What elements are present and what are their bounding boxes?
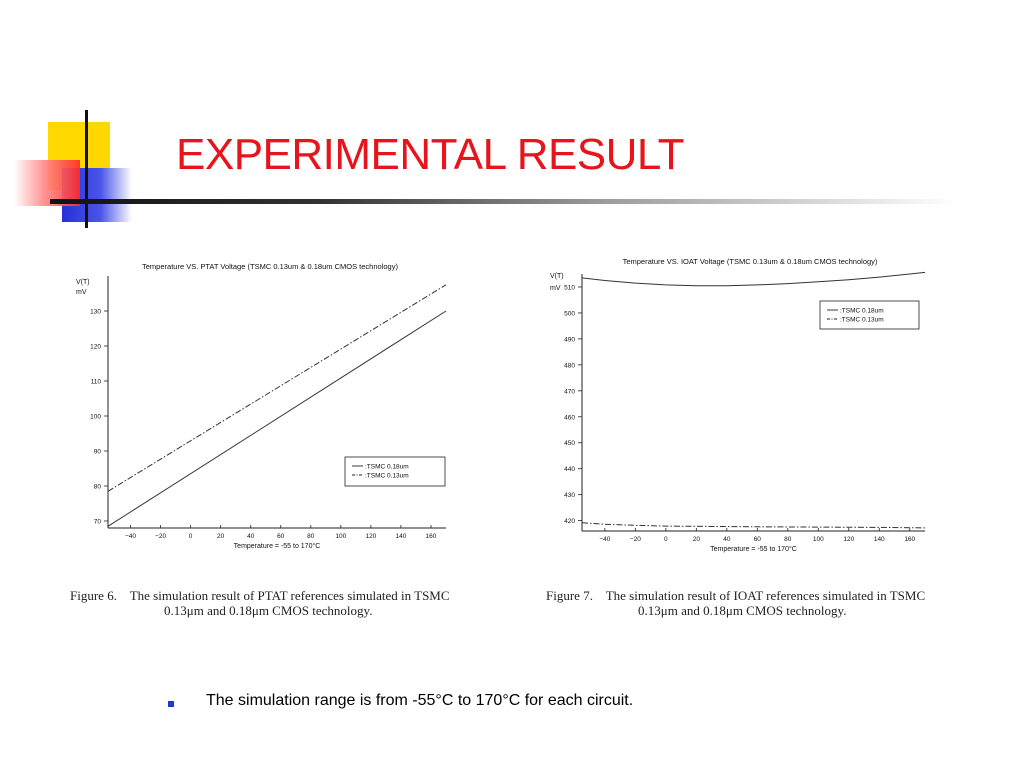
x-tick-label: 40 bbox=[247, 533, 255, 540]
x-tick-label: 0 bbox=[189, 533, 193, 540]
y-tick-label: 120 bbox=[90, 344, 101, 351]
x-tick-label: 20 bbox=[217, 533, 225, 540]
decor-vertical-line bbox=[85, 110, 88, 228]
y-tick-label: 430 bbox=[564, 492, 575, 499]
y-tick-label: 510 bbox=[564, 284, 575, 291]
x-tick-label: 120 bbox=[843, 536, 854, 543]
x-axis-label: Temperature = -55 to 170°C bbox=[710, 545, 797, 553]
y-axis-unit: mV bbox=[550, 285, 561, 292]
y-tick-label: 480 bbox=[564, 362, 575, 369]
ioat-chart: Temperature VS. IOAT Voltage (TSMC 0.13u… bbox=[550, 257, 926, 553]
x-axis-label: Temperature = -55 to 170°C bbox=[234, 542, 321, 550]
y-tick-label: 130 bbox=[90, 309, 101, 316]
series-tsmc-013-line bbox=[107, 284, 447, 492]
y-tick-label: 80 bbox=[94, 484, 102, 491]
title-underline bbox=[50, 199, 960, 204]
figure-6-text-line1: The simulation result of PTAT references… bbox=[129, 588, 450, 603]
series-tsmc-013-line bbox=[581, 522, 926, 529]
x-tick-label: 140 bbox=[396, 533, 407, 540]
x-tick-label: 160 bbox=[904, 536, 915, 543]
x-tick-label: 40 bbox=[723, 536, 731, 543]
y-tick-label: 90 bbox=[94, 449, 102, 456]
y-tick-label: 470 bbox=[564, 388, 575, 395]
y-tick-label: 450 bbox=[564, 440, 575, 447]
y-tick-label: 500 bbox=[564, 310, 575, 317]
x-tick-label: 0 bbox=[664, 536, 668, 543]
y-tick-label: 100 bbox=[90, 414, 101, 421]
figure-7-text-line2: 0.13μm and 0.18μm CMOS technology. bbox=[638, 603, 847, 618]
series-tsmc-018-line bbox=[107, 310, 447, 527]
x-tick-label: 100 bbox=[335, 533, 346, 540]
y-axis-unit: mV bbox=[76, 289, 87, 296]
legend-label: :TSMC 0.13um bbox=[365, 473, 409, 480]
chart-title: Temperature VS. IOAT Voltage (TSMC 0.13u… bbox=[623, 257, 878, 266]
ptat-chart: Temperature VS. PTAT Voltage (TSMC 0.13u… bbox=[76, 262, 447, 550]
bullet-text: The simulation range is from -55°C to 17… bbox=[206, 692, 634, 709]
x-tick-label: 60 bbox=[277, 533, 285, 540]
legend-box bbox=[344, 456, 446, 487]
x-tick-label: −20 bbox=[630, 536, 641, 543]
figure-7-caption: Figure 7. The simulation result of IOAT … bbox=[546, 588, 986, 618]
x-tick-label: −20 bbox=[155, 533, 166, 540]
x-tick-label: 80 bbox=[307, 533, 315, 540]
y-tick-label: 420 bbox=[564, 518, 575, 525]
x-tick-label: 80 bbox=[784, 536, 792, 543]
x-tick-label: −40 bbox=[125, 533, 136, 540]
x-tick-label: −40 bbox=[599, 536, 610, 543]
x-tick-label: 160 bbox=[426, 533, 437, 540]
bullet-marker bbox=[168, 701, 174, 707]
y-axis-label: V(T) bbox=[550, 273, 564, 280]
chart-title: Temperature VS. PTAT Voltage (TSMC 0.13u… bbox=[142, 262, 398, 271]
figure-7-text-line1: The simulation result of IOAT references… bbox=[605, 588, 926, 603]
slide-title: EXPERIMENTAL RESULT bbox=[176, 130, 685, 179]
figure-7-label: Figure 7. bbox=[546, 588, 593, 603]
y-tick-label: 440 bbox=[564, 466, 575, 473]
decor-red-square bbox=[14, 160, 80, 206]
legend-label: :TSMC 0.18um bbox=[365, 464, 409, 471]
x-tick-label: 140 bbox=[874, 536, 885, 543]
series-tsmc-018-line bbox=[581, 271, 926, 287]
x-tick-label: 120 bbox=[365, 533, 376, 540]
y-tick-label: 460 bbox=[564, 414, 575, 421]
legend-box bbox=[819, 300, 920, 330]
y-tick-label: 70 bbox=[94, 519, 102, 526]
figure-6-label: Figure 6. bbox=[70, 588, 117, 603]
x-tick-label: 20 bbox=[693, 536, 701, 543]
figure-6-text-line2: 0.13μm and 0.18μm CMOS technology. bbox=[164, 603, 373, 618]
x-tick-label: 60 bbox=[754, 536, 762, 543]
legend-label: :TSMC 0.18um bbox=[840, 308, 884, 315]
y-tick-label: 490 bbox=[564, 336, 575, 343]
x-tick-label: 100 bbox=[813, 536, 824, 543]
y-tick-label: 110 bbox=[91, 379, 102, 386]
y-axis-label: V(T) bbox=[76, 279, 90, 286]
legend-label: :TSMC 0.13um bbox=[840, 317, 884, 324]
figure-6-caption: Figure 6. The simulation result of PTAT … bbox=[70, 588, 510, 618]
